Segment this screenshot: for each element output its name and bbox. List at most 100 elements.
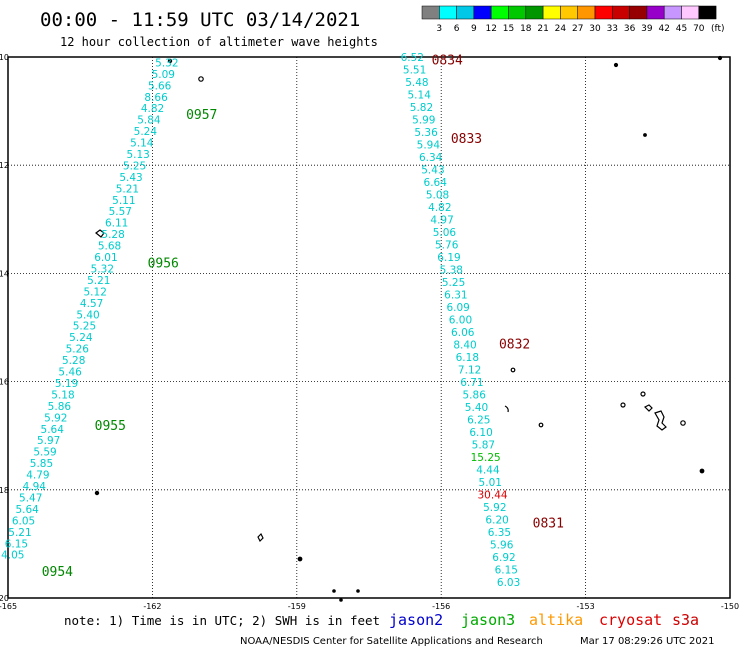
swh-value: 5.46 xyxy=(58,367,82,379)
swh-value: 30.44 xyxy=(478,489,508,501)
swh-value: 6.15 xyxy=(495,564,518,576)
swh-value: 5.43 xyxy=(119,172,142,184)
swh-value: 5.43 xyxy=(421,164,444,176)
swh-value: 5.24 xyxy=(69,332,93,344)
swh-value: 6.06 xyxy=(451,327,475,339)
swh-value: 5.94 xyxy=(417,139,441,151)
swh-value: 4.57 xyxy=(80,298,103,310)
swh-value: 5.32 xyxy=(155,57,178,69)
swh-value: 5.14 xyxy=(408,89,432,101)
color-scale-swatch xyxy=(629,5,648,20)
color-scale-swatch xyxy=(646,5,665,20)
color-scale-label: 36 xyxy=(624,24,636,34)
legend-s3a: s3a xyxy=(672,611,699,629)
color-scale-label: 18 xyxy=(520,24,532,34)
swh-value: 4.44 xyxy=(476,464,500,476)
swh-value: 5.18 xyxy=(51,389,74,401)
swh-value: 5.92 xyxy=(483,502,506,514)
chart-title: 00:00 - 11:59 UTC 03/14/2021 xyxy=(40,9,360,31)
color-scale-label: 33 xyxy=(607,24,618,34)
y-tick-label: -14 xyxy=(0,269,9,278)
x-tick-label: -153 xyxy=(577,602,595,611)
track-s3a: 6.525.515.485.145.825.995.365.946.345.43… xyxy=(401,52,564,589)
swh-value: 5.99 xyxy=(412,114,435,126)
color-scale-swatch xyxy=(421,5,440,20)
swh-value: 6.92 xyxy=(492,552,515,564)
footer-note: note: 1) Time is in UTC; 2) SWH is in fe… xyxy=(64,613,380,628)
x-tick-label: -159 xyxy=(288,602,306,611)
swh-value: 4.82 xyxy=(428,202,451,214)
color-scale-label: 45 xyxy=(676,24,687,34)
color-scale-label: 42 xyxy=(658,24,669,34)
color-scale-swatch xyxy=(612,5,630,20)
y-tick-label: -12 xyxy=(0,161,9,170)
time-label: 0833 xyxy=(451,132,482,147)
swh-value: 5.06 xyxy=(433,227,457,239)
swh-value: 5.25 xyxy=(442,277,465,289)
wave-height-tracks: 5.325.095.668.664.825.845.245.145.135.25… xyxy=(1,52,564,589)
y-tick-label: -10 xyxy=(0,53,9,62)
swh-value: 5.09 xyxy=(152,69,175,81)
color-scale-swatch xyxy=(663,5,682,20)
track-jason3: 5.325.095.668.664.825.845.245.145.135.25… xyxy=(1,57,217,580)
plot-frame xyxy=(7,56,731,599)
footer-credit: NOAA/NESDIS Center for Satellite Applica… xyxy=(240,636,543,647)
swh-value: 5.08 xyxy=(426,189,449,201)
x-tick-label: -165 xyxy=(0,602,17,611)
swh-value: 5.28 xyxy=(101,229,124,241)
color-scale-label: 9 xyxy=(471,24,477,34)
swh-value: 5.82 xyxy=(410,102,433,114)
swh-value: 5.21 xyxy=(116,183,139,195)
swh-value: 6.35 xyxy=(488,527,511,539)
swh-value: 5.19 xyxy=(55,378,78,390)
swh-value: 4.82 xyxy=(141,103,164,115)
swh-value: 5.01 xyxy=(479,477,502,489)
swh-value: 6.20 xyxy=(485,514,508,526)
color-scale-label: 39 xyxy=(641,24,653,34)
color-scale-label: 3 xyxy=(436,24,442,34)
satellite-legend: jason2 jason3 altika cryosat s3a xyxy=(389,611,699,629)
swh-value: 5.38 xyxy=(440,264,463,276)
swh-value: 5.14 xyxy=(130,138,154,150)
x-tick-label: -162 xyxy=(143,602,161,611)
swh-value: 6.01 xyxy=(94,252,117,264)
legend-jason2: jason2 xyxy=(389,611,443,629)
color-scale-swatch xyxy=(525,5,544,20)
color-scale-label: 24 xyxy=(555,24,567,34)
swh-value: 6.00 xyxy=(449,314,472,326)
swh-value: 6.64 xyxy=(424,177,448,189)
color-scale-swatch xyxy=(439,5,457,20)
swh-value: 5.36 xyxy=(414,127,438,139)
swh-value: 5.11 xyxy=(112,195,135,207)
color-scale-swatch xyxy=(473,5,492,20)
swh-value: 5.13 xyxy=(126,149,149,161)
swh-value: 6.09 xyxy=(446,302,469,314)
color-scale-label: 15 xyxy=(503,24,514,34)
swh-value: 6.18 xyxy=(456,352,479,364)
swh-value: 5.85 xyxy=(30,458,53,470)
swh-value: 6.05 xyxy=(12,515,35,527)
color-scale-swatch xyxy=(681,5,700,20)
swh-value: 5.84 xyxy=(137,115,161,127)
swh-value: 5.86 xyxy=(463,389,487,401)
swh-value: 6.10 xyxy=(469,427,492,439)
grid-lines xyxy=(8,57,730,598)
legend-altika: altika xyxy=(529,611,583,629)
swh-value: 8.40 xyxy=(453,339,476,351)
time-label: 0955 xyxy=(95,419,126,434)
swh-value: 5.25 xyxy=(123,160,146,172)
color-scale-unit: (ft) xyxy=(711,24,725,34)
swh-value: 6.25 xyxy=(467,414,490,426)
swh-value: 5.64 xyxy=(41,424,65,436)
swh-value: 6.52 xyxy=(401,52,424,64)
color-scale: 3 6 9 12 15 18 21 24 27 30 33 36 39 42 45 70 xyxy=(421,5,717,34)
swh-value: 5.64 xyxy=(15,504,39,516)
swh-value: 5.57 xyxy=(109,206,132,218)
swh-value: 5.40 xyxy=(465,402,488,414)
swh-value: 5.76 xyxy=(435,239,459,251)
swh-value: 5.21 xyxy=(8,527,31,539)
swh-value: 5.32 xyxy=(91,263,114,275)
swh-value: 5.59 xyxy=(33,447,56,459)
swh-value: 5.96 xyxy=(490,539,514,551)
